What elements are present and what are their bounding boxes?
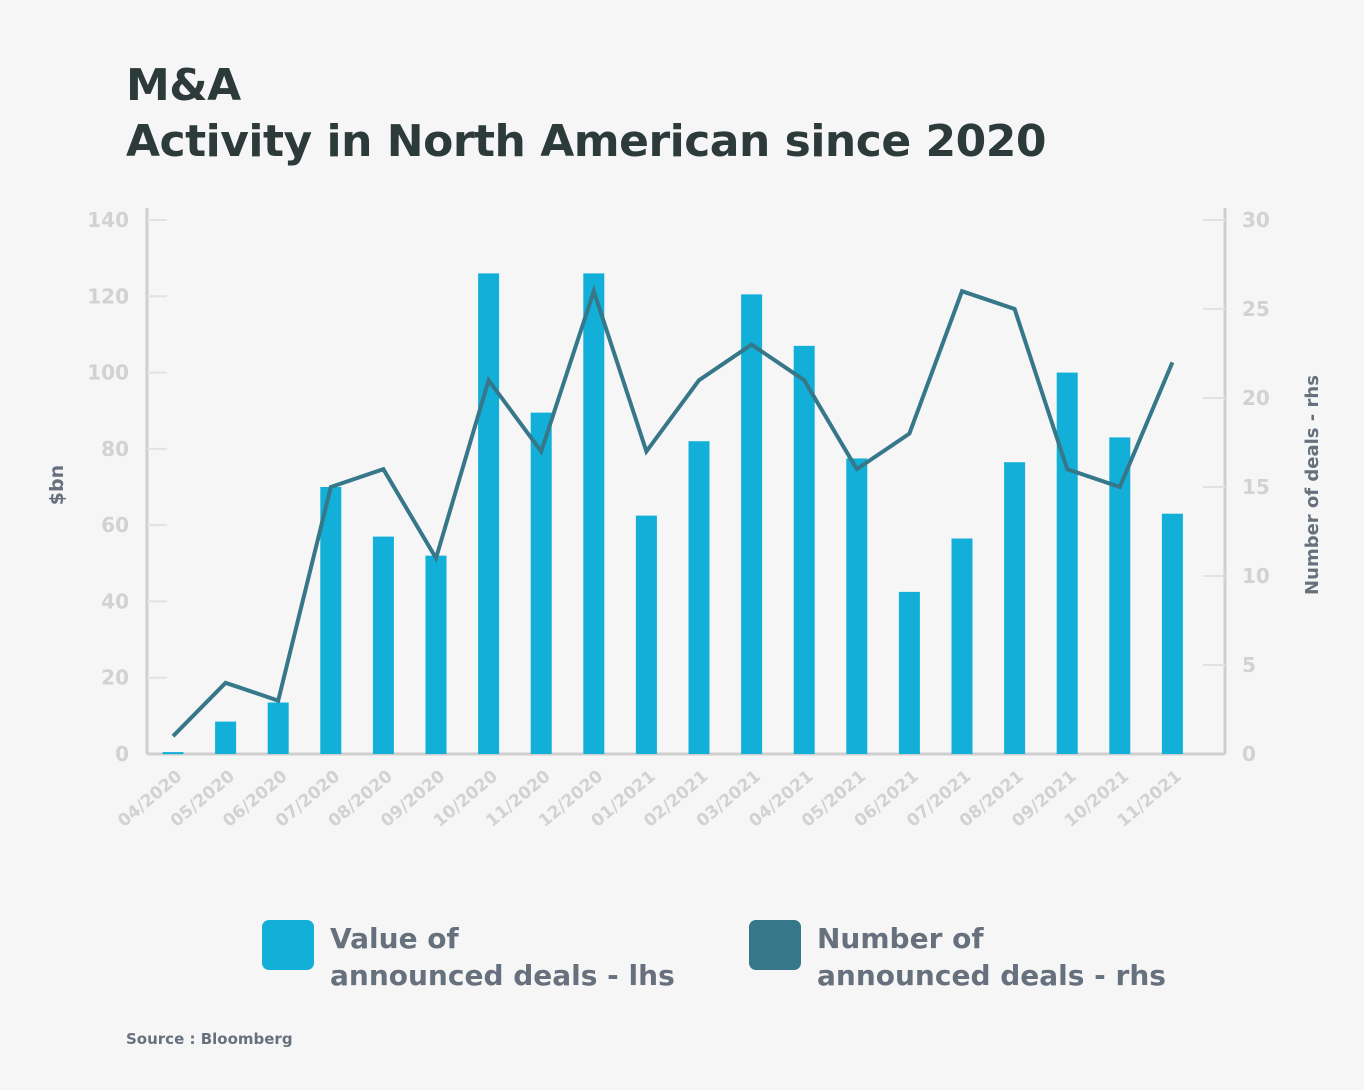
bar-06-2020 <box>267 702 289 754</box>
left-axis-title: $bn <box>46 465 68 505</box>
bar-01-2021 <box>635 515 657 754</box>
bar-10-2020 <box>478 273 500 754</box>
right-tick-label: 20 <box>1242 386 1270 410</box>
source-note: Source : Bloomberg <box>126 1030 293 1048</box>
right-tick-label: 30 <box>1242 208 1270 232</box>
bar-06-2021 <box>898 591 920 754</box>
legend-label-value: Value of announced deals - lhs <box>330 922 675 992</box>
bar-11-2021 <box>1161 513 1183 754</box>
chart-title: M&A Activity in North American since 202… <box>126 58 1046 170</box>
left-tick-label: 80 <box>101 437 129 461</box>
left-tick-label: 20 <box>101 666 129 690</box>
bar-12-2020 <box>583 273 605 754</box>
legend-item-number: Number of announced deals - rhs <box>749 920 1166 994</box>
title-line-2: Activity in North American since 2020 <box>126 116 1046 167</box>
bar-04-2021 <box>793 345 815 754</box>
bar-10-2021 <box>1109 437 1131 754</box>
right-tick-label: 10 <box>1242 564 1270 588</box>
right-tick-label: 5 <box>1242 653 1256 677</box>
title-line-1: M&A <box>126 60 241 111</box>
legend-item-value: Value of announced deals - lhs <box>262 920 675 994</box>
right-axis-title: Number of deals - rhs <box>1302 375 1323 595</box>
legend-label-number: Number of announced deals - rhs <box>817 922 1166 992</box>
deals-count-line <box>171 284 1175 738</box>
left-tick-label: 0 <box>115 742 129 766</box>
left-tick-label: 120 <box>87 284 129 308</box>
bar-02-2021 <box>688 441 710 754</box>
bar-05-2021 <box>846 458 868 754</box>
bar-08-2020 <box>372 536 394 754</box>
bar-07-2021 <box>951 538 973 754</box>
legend-swatch-value <box>262 920 314 970</box>
left-tick-label: 140 <box>87 208 129 232</box>
bar-08-2021 <box>1004 462 1026 754</box>
right-tick-label: 25 <box>1242 297 1270 321</box>
bar-05-2020 <box>215 721 237 754</box>
right-tick-label: 0 <box>1242 742 1256 766</box>
bar-07-2020 <box>320 487 342 754</box>
legend-swatch-number <box>749 920 801 970</box>
bar-03-2021 <box>741 294 763 754</box>
chart-svg: 0 20 40 60 80 100 120 140 0 5 10 15 20 25 30 $bn Number … <box>46 208 1323 831</box>
left-tick-label: 40 <box>101 589 129 613</box>
left-tick-label: 100 <box>87 361 129 385</box>
bar-09-2020 <box>425 555 447 754</box>
bar-09-2021 <box>1056 372 1078 754</box>
right-tick-label: 15 <box>1242 475 1270 499</box>
bar-11-2020 <box>530 412 552 754</box>
bar-04-2020 <box>162 752 184 755</box>
left-tick-label: 60 <box>101 513 129 537</box>
